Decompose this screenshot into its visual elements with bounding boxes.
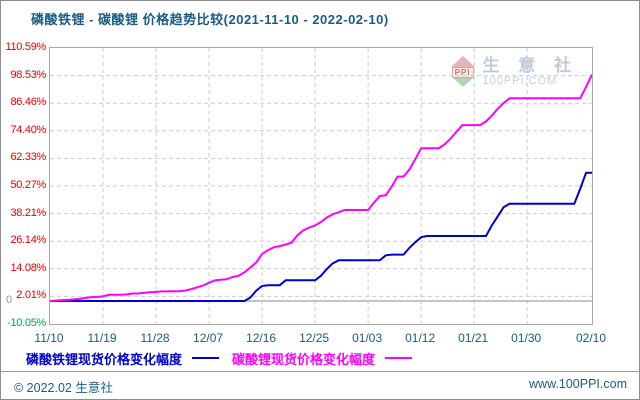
plot-area: PPI 生 意 社 100PPI.COM <box>49 47 593 325</box>
logo-triangle-icon <box>452 78 473 87</box>
x-tick-label: 12/16 <box>246 331 277 345</box>
x-tick-label: 11/10 <box>34 331 64 345</box>
legend-line-lifepo4 <box>192 357 220 359</box>
x-tick-label: 01/30 <box>511 331 542 345</box>
y-tick-label: 50.27% <box>10 179 46 191</box>
series-line-1 <box>50 74 592 302</box>
watermark-text: 生 意 社 100PPI.COM <box>483 56 578 87</box>
y-tick-label: 74.40% <box>10 123 46 136</box>
x-tick-label: 01/12 <box>405 331 436 345</box>
chart-canvas <box>50 48 592 324</box>
legend-line-li2co3 <box>385 357 413 359</box>
x-tick-label: 02/10 <box>575 331 607 345</box>
x-tick-label: 11/28 <box>140 331 170 345</box>
footer-divider <box>1 371 639 372</box>
100ppi-house-logo-icon: PPI <box>450 56 475 87</box>
y-tick-label: 14.08% <box>10 261 46 274</box>
x-tick-label: 11/19 <box>87 331 117 345</box>
chart-title: 磷酸铁锂 - 碳酸锂 价格趋势比较(2021-11-10 - 2022-02-1… <box>31 12 389 27</box>
y-tick-label: 26.14% <box>10 234 46 247</box>
x-tick-label: 01/03 <box>352 331 383 345</box>
website-url: www.100PPI.com <box>529 377 627 391</box>
logo-ppi-text: PPI <box>451 67 474 78</box>
y-tick-label: -10.05% <box>7 317 46 329</box>
x-tick-label: 12/07 <box>193 331 224 345</box>
watermark: PPI 生 意 社 100PPI.COM <box>450 56 578 87</box>
y-tick-label: 2.01% <box>16 289 46 302</box>
y-tick-label: 62.33% <box>10 151 46 164</box>
legend-label-li2co3: 碳酸锂现货价格变化幅度 <box>232 351 376 367</box>
y-tick-label: 98.53% <box>10 68 46 81</box>
logo-roof-icon <box>450 56 475 67</box>
watermark-site: 100PPI.COM <box>482 75 558 87</box>
zero-axis-label: 0 <box>6 294 13 306</box>
y-tick-label: 86.46% <box>10 96 46 109</box>
y-tick-label: 38.21% <box>10 206 46 219</box>
chart-legend: 磷酸铁锂现货价格变化幅度 碳酸锂现货价格变化幅度 <box>26 349 425 367</box>
copyright-text: © 2022.02 生意社 <box>14 381 113 395</box>
x-tick-label: 12/25 <box>299 331 330 345</box>
series-line-0 <box>50 171 592 302</box>
x-tick-label: 01/21 <box>458 331 489 345</box>
y-tick-label: 110.59% <box>5 41 46 53</box>
legend-label-lifepo4: 磷酸铁锂现货价格变化幅度 <box>26 351 183 367</box>
